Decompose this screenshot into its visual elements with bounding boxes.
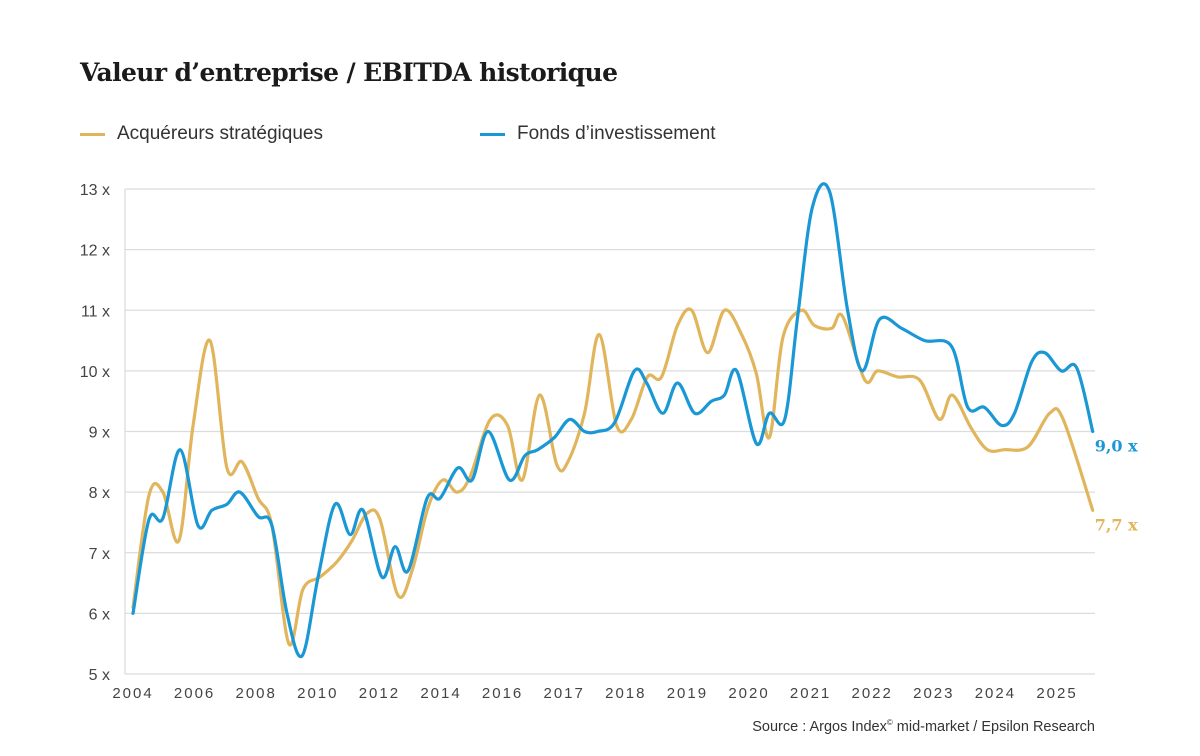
y-tick-label: 6 x — [89, 606, 110, 623]
x-tick-label: 2021 — [790, 685, 831, 702]
y-tick-label: 5 x — [89, 667, 110, 684]
y-tick-label: 13 x — [80, 182, 110, 199]
chart-title: Valeur d’entreprise / EBITDA historique — [80, 58, 618, 87]
x-tick-label: 2010 — [297, 685, 338, 702]
series-line-strategic — [131, 307, 1095, 647]
legend-label-funds: Fonds d’investissement — [517, 123, 716, 144]
y-tick-label: 10 x — [80, 364, 110, 381]
x-tick-label: 2020 — [728, 685, 769, 702]
x-tick-label: 2018 — [605, 685, 646, 702]
x-tick-label: 2012 — [359, 685, 400, 702]
legend-item-strategic: Acquéreurs stratégiques — [80, 123, 323, 145]
x-tick-label: 2006 — [174, 685, 215, 702]
x-tick-label: 2016 — [482, 685, 523, 702]
legend-label-strategic: Acquéreurs stratégiques — [117, 123, 323, 144]
x-tick-label: 2017 — [544, 685, 585, 702]
x-tick-label: 2023 — [913, 685, 954, 702]
end-value-label-strategic: 7,7 x — [1095, 515, 1138, 534]
y-tick-label: 12 x — [80, 243, 110, 260]
source-text: Source : Argos Index — [752, 718, 887, 735]
y-tick-label: 8 x — [89, 485, 110, 502]
legend-swatch-strategic — [80, 132, 105, 136]
x-tick-label: 2024 — [975, 685, 1016, 702]
x-tick-label: 2025 — [1036, 685, 1077, 702]
y-tick-label: 11 x — [81, 303, 110, 320]
y-tick-label: 7 x — [89, 546, 110, 563]
x-tick-label: 2019 — [667, 685, 708, 702]
end-value-label-funds: 9,0 x — [1095, 437, 1138, 456]
source-note: Source : Argos Index© mid-market / Epsil… — [752, 718, 1095, 735]
y-tick-label: 9 x — [89, 425, 110, 442]
x-tick-label: 2022 — [852, 685, 893, 702]
source-sup: © — [886, 718, 893, 727]
x-tick-label: 2004 — [112, 685, 153, 702]
x-tick-label: 2014 — [420, 685, 461, 702]
legend-item-funds: Fonds d’investissement — [480, 123, 716, 145]
source-text-rest: mid-market / Epsilon Research — [892, 718, 1095, 735]
legend-swatch-funds — [480, 132, 505, 136]
series-line-funds — [131, 182, 1095, 659]
x-tick-label: 2008 — [236, 685, 277, 702]
